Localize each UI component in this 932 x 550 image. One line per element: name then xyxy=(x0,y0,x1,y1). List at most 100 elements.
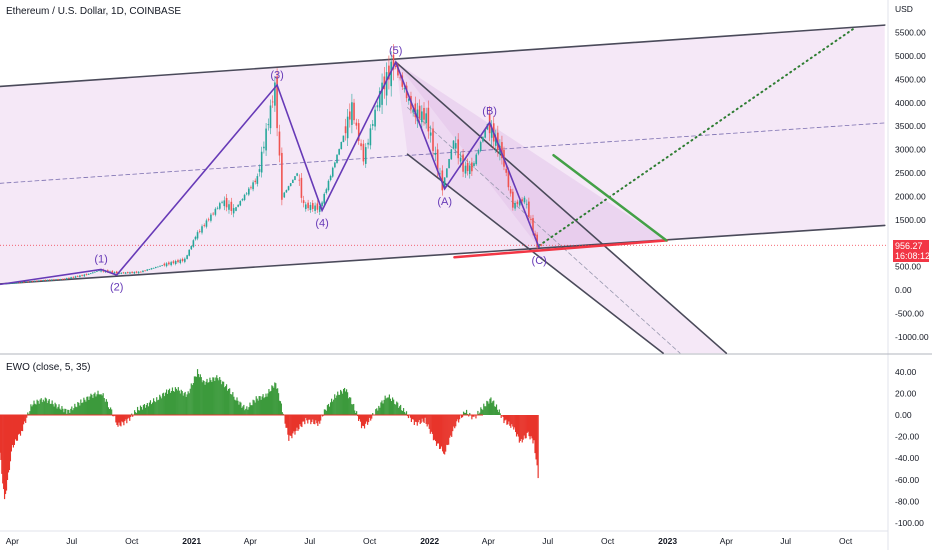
price-tick-label: 0.00 xyxy=(895,285,912,295)
candle-body xyxy=(192,240,195,247)
candle-body xyxy=(360,143,362,147)
candle-body xyxy=(219,203,221,209)
time-tick-label: 2022 xyxy=(420,536,439,546)
candle-body xyxy=(115,271,118,274)
candle-body xyxy=(100,270,102,272)
price-tick-label: 4500.00 xyxy=(895,74,926,84)
candle-body xyxy=(338,149,340,155)
candle-body xyxy=(427,107,430,132)
wave-label: (4) xyxy=(315,217,328,229)
wave-label: (A) xyxy=(437,196,452,208)
candle-body xyxy=(223,200,226,207)
candle-body xyxy=(57,279,59,280)
candle-body xyxy=(203,225,206,226)
candle-body xyxy=(441,170,444,191)
candle-body xyxy=(331,167,334,177)
candle-body xyxy=(276,76,278,129)
candle-body xyxy=(61,278,64,280)
candle-body xyxy=(50,279,53,281)
price-tick-label: -1000.00 xyxy=(895,332,929,342)
candle-body xyxy=(429,132,432,136)
candle-body xyxy=(111,270,114,273)
time-tick-label: Apr xyxy=(482,536,495,546)
channel-line-green-resistance xyxy=(552,153,668,242)
candle-body xyxy=(124,272,127,274)
candle-body xyxy=(89,273,92,275)
time-tick-label: Oct xyxy=(601,536,615,546)
candle-body xyxy=(475,154,478,165)
time-tick-label: Apr xyxy=(244,536,257,546)
time-tick-label: Jul xyxy=(542,536,553,546)
candle-body xyxy=(292,179,294,184)
candle-body xyxy=(94,271,96,273)
candle-body xyxy=(390,61,392,87)
candle-body xyxy=(25,281,27,283)
candle-body xyxy=(205,220,208,227)
candle-body xyxy=(287,186,290,191)
candle-body xyxy=(142,270,144,273)
candle-body xyxy=(421,111,423,123)
candle-body xyxy=(168,262,170,265)
candle-body xyxy=(392,54,395,70)
wave-label: (C) xyxy=(532,255,547,267)
candle-body xyxy=(473,163,475,166)
price-tick-label: 1500.00 xyxy=(895,215,926,225)
candle-body xyxy=(311,203,314,209)
candle-body xyxy=(150,268,153,270)
price-series-layer xyxy=(3,44,543,285)
ewo-tick-label: 0.00 xyxy=(895,410,912,420)
candle-body xyxy=(225,197,228,208)
candle-body xyxy=(300,177,303,198)
candle-body xyxy=(38,280,40,282)
candle-body xyxy=(459,157,462,162)
wave-label: (1) xyxy=(94,253,107,265)
candle-body xyxy=(20,282,23,283)
candle-body xyxy=(241,199,244,201)
candle-body xyxy=(254,180,257,183)
candle-body xyxy=(196,232,199,239)
ewo-tick-label: -100.00 xyxy=(895,518,924,528)
candle-body xyxy=(532,218,534,232)
candle-body xyxy=(245,193,248,195)
bar-countdown: 16:08:12 xyxy=(895,251,931,261)
candle-body xyxy=(509,189,512,194)
candle-body xyxy=(91,272,94,274)
candle-body xyxy=(464,165,467,174)
candle-body xyxy=(416,109,419,122)
candle-body xyxy=(230,201,233,212)
candle-body xyxy=(355,122,358,126)
candle-body xyxy=(161,265,163,267)
candle-body xyxy=(318,206,321,212)
candle-body xyxy=(216,207,219,209)
ewo-indicator-layer xyxy=(0,369,539,500)
candle-body xyxy=(96,270,98,272)
candle-body xyxy=(501,142,503,159)
candle-body xyxy=(477,150,480,154)
chart-title: Ethereum / U.S. Dollar, 1D, COINBASE xyxy=(6,6,182,17)
candle-body xyxy=(165,263,168,267)
candle-body xyxy=(376,105,379,108)
candle-body xyxy=(221,201,223,203)
candle-body xyxy=(334,162,336,168)
time-tick-label: Oct xyxy=(839,536,853,546)
channel-line-mid xyxy=(0,122,886,184)
candle-body xyxy=(325,189,328,194)
candle-body xyxy=(482,137,484,142)
candle-body xyxy=(528,201,530,217)
candle-body xyxy=(152,267,155,269)
candle-body xyxy=(516,201,519,205)
candle-body xyxy=(397,65,399,76)
candle-body xyxy=(59,279,62,280)
wave-path xyxy=(0,60,540,286)
candle-body xyxy=(179,259,182,263)
candle-body xyxy=(177,260,179,263)
candle-body xyxy=(263,146,265,149)
ewo-tick-label: 40.00 xyxy=(895,367,917,377)
candle-body xyxy=(466,162,469,172)
candle-body xyxy=(468,165,471,174)
candle-body xyxy=(425,113,427,124)
wave-label: (3) xyxy=(270,69,283,81)
price-tick-label: 500.00 xyxy=(895,262,921,272)
